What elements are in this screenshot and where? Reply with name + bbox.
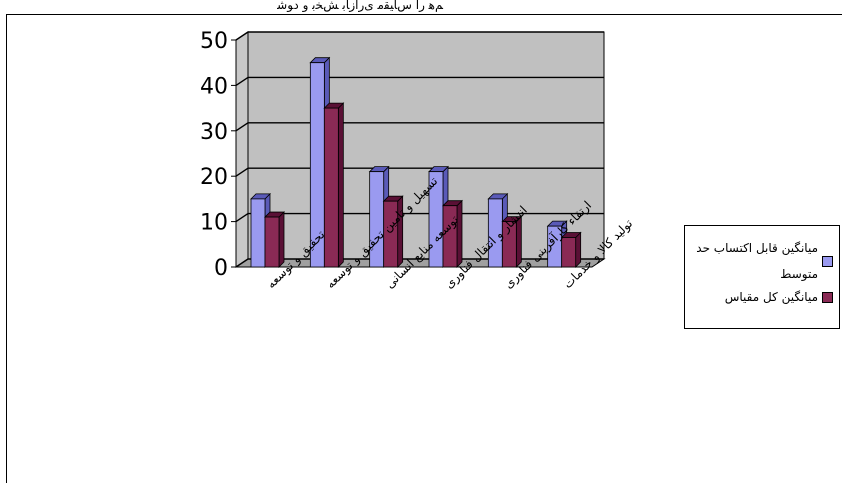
bar-series-2-2 xyxy=(323,102,345,268)
y-axis-ticks: 0 10 20 30 40 50 xyxy=(200,29,237,281)
y-tick-label: 30 xyxy=(200,120,228,145)
gridline xyxy=(235,167,604,177)
gridline xyxy=(235,212,604,223)
legend-swatch-series-1 xyxy=(822,255,833,267)
bars xyxy=(250,56,582,268)
legend-label-series-1: میانگین قابل اکتساب حد متوسط xyxy=(696,241,818,281)
bar-series-2-6 xyxy=(560,231,582,268)
bar-series-1-5 xyxy=(487,192,509,268)
bar-series-2-5 xyxy=(501,215,523,268)
gridlines xyxy=(235,31,604,268)
bar-series-2-1 xyxy=(264,211,285,268)
bar-series-2-3 xyxy=(382,195,404,268)
y-tick-label: 50 xyxy=(200,29,228,54)
legend-swatch-series-2 xyxy=(822,291,833,303)
gridline xyxy=(235,258,604,268)
plot-side-wall xyxy=(235,31,249,268)
legend: میانگین قابل اکتساب حد متوسط میانگین کل … xyxy=(684,225,840,329)
y-tick-label: 10 xyxy=(200,211,228,236)
chart-caption-fragment: ﻢﻫ ﺭﺍ ﺱﺎﯿﻘﻣ ﯼﺭﺍﺯﺎﺑ ﺶﺨﺑ ﻭ ﺩﻮﺷ xyxy=(277,0,443,12)
y-tick-label: 40 xyxy=(200,74,228,99)
gridline xyxy=(235,122,604,132)
bar-series-2-4 xyxy=(442,199,463,268)
legend-item-series-2: میانگین کل مقیاس xyxy=(689,290,833,304)
chart-frame xyxy=(6,14,842,483)
y-tick-label: 20 xyxy=(200,165,228,190)
legend-item-series-1: میانگین قابل اکتساب حد متوسط xyxy=(689,235,833,287)
legend-label-series-2: میانگین کل مقیاس xyxy=(724,290,818,304)
y-tick-label: 0 xyxy=(214,256,228,281)
gridline xyxy=(235,76,604,86)
gridline xyxy=(235,31,604,41)
